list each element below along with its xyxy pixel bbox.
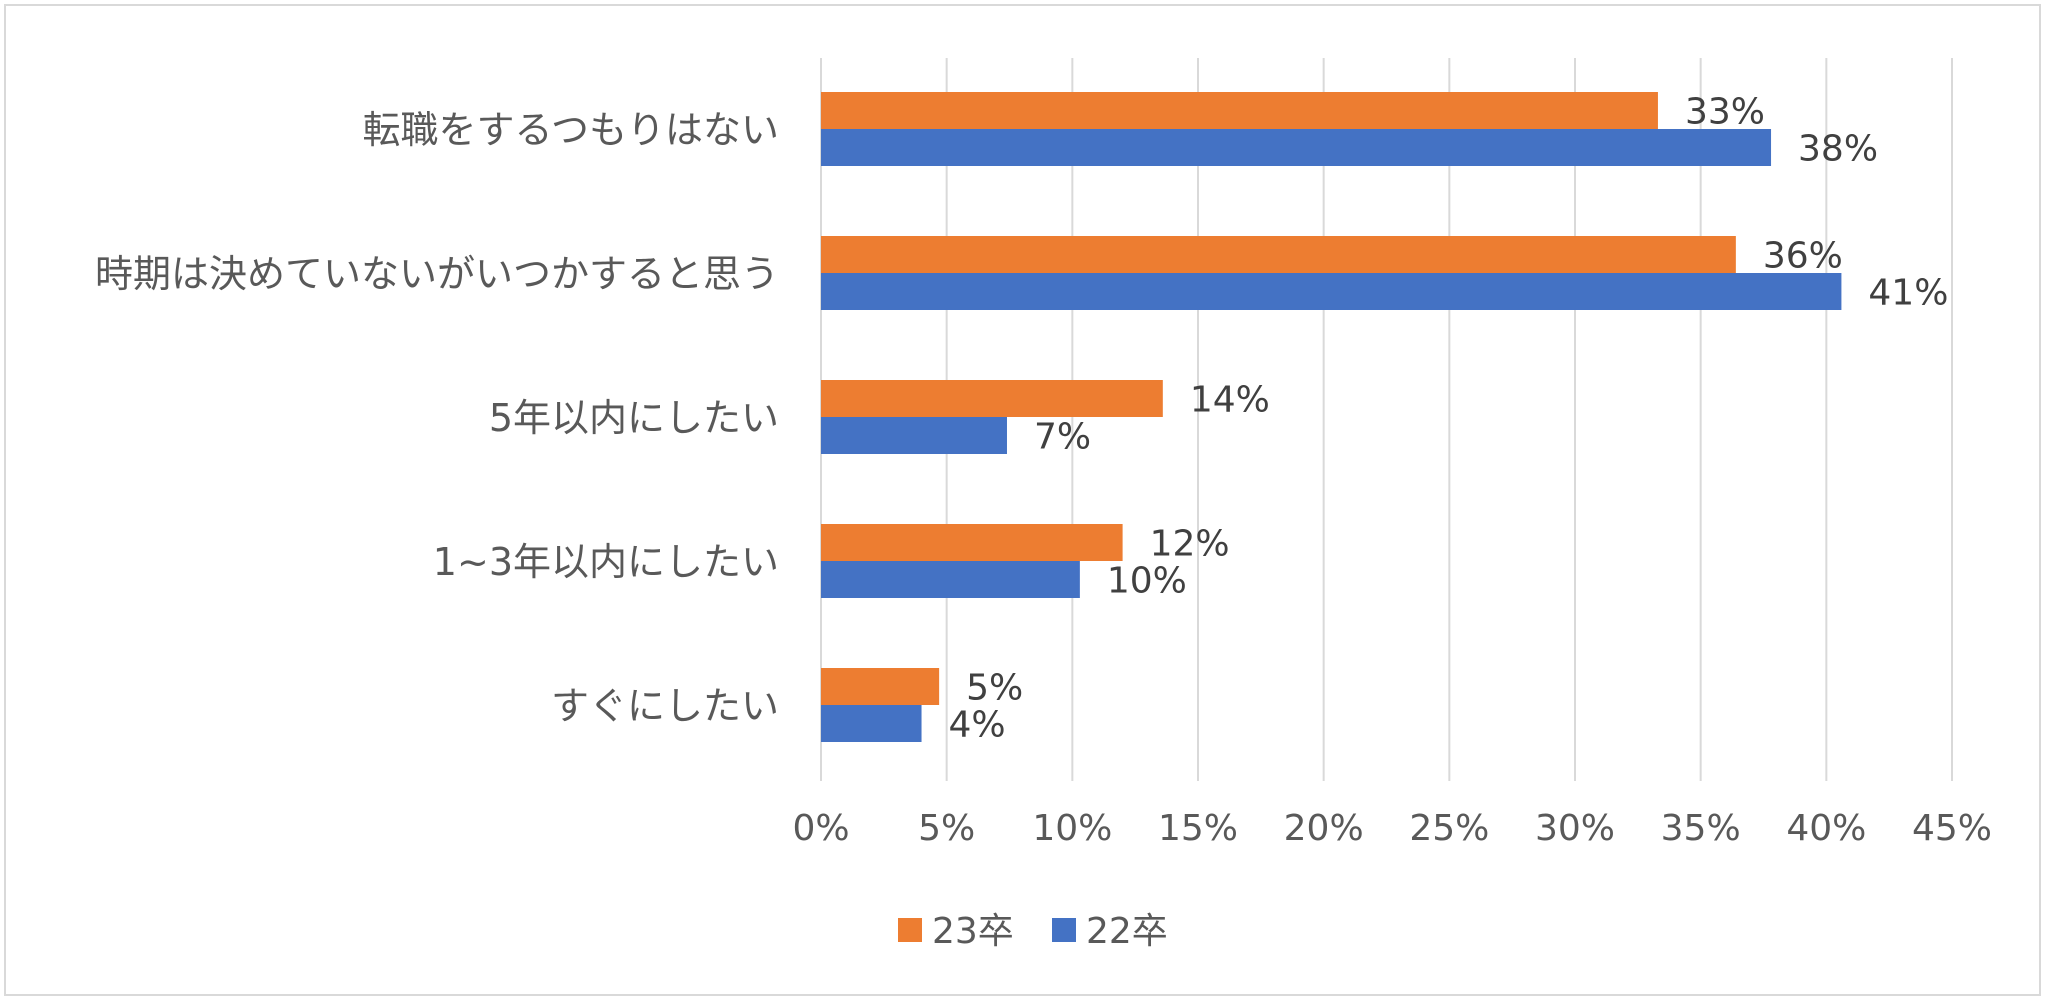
category-label: 5年以内にしたい xyxy=(489,396,779,440)
data-label: 7% xyxy=(1034,417,1091,458)
data-label: 14% xyxy=(1190,380,1270,421)
x-tick-label: 15% xyxy=(1158,808,1238,849)
x-tick-label: 30% xyxy=(1535,808,1615,849)
bar xyxy=(821,273,1841,310)
legend-label: 23卒 xyxy=(932,911,1014,952)
legend-swatch xyxy=(898,918,922,942)
data-label: 38% xyxy=(1798,129,1878,170)
x-tick-label: 45% xyxy=(1912,808,1992,849)
x-tick-label: 25% xyxy=(1409,808,1489,849)
bar xyxy=(821,92,1658,129)
category-label: 1~3年以内にしたい xyxy=(433,540,779,584)
bar xyxy=(821,380,1163,417)
bar-chart: 33%38%36%41%14%7%12%10%5%4% 転職をするつもりはない時… xyxy=(6,6,2043,998)
x-tick-label: 20% xyxy=(1284,808,1364,849)
bar xyxy=(821,668,939,705)
x-tick-label: 5% xyxy=(918,808,975,849)
bar xyxy=(821,417,1007,454)
bar xyxy=(821,561,1080,598)
x-tick-label: 10% xyxy=(1032,808,1112,849)
legend: 23卒 22卒 xyxy=(898,911,1168,952)
data-label: 4% xyxy=(949,705,1006,746)
bar xyxy=(821,236,1736,273)
data-label: 10% xyxy=(1107,561,1187,602)
bar xyxy=(821,129,1771,166)
data-label: 5% xyxy=(966,668,1023,709)
category-label: 時期は決めていないがいつかすると思う xyxy=(95,252,779,296)
category-label: すぐにしたい xyxy=(551,684,779,728)
x-tick-label: 0% xyxy=(792,808,849,849)
legend-label: 22卒 xyxy=(1086,911,1168,952)
bars xyxy=(821,92,1841,742)
legend-swatch xyxy=(1052,918,1076,942)
bar xyxy=(821,524,1123,561)
data-label: 12% xyxy=(1150,524,1230,565)
bar xyxy=(821,705,922,742)
data-label: 33% xyxy=(1685,92,1765,133)
x-tick-label: 40% xyxy=(1786,808,1866,849)
x-axis-tick-labels: 0% 5% 10% 15% 20% 25% 30% 35% 40% 45% xyxy=(792,808,1992,849)
category-label: 転職をするつもりはない xyxy=(363,108,779,152)
x-tick-label: 35% xyxy=(1661,808,1741,849)
data-label: 36% xyxy=(1763,236,1843,277)
chart-frame: 33% 38% 36% 41% 14% 7% 12% 10% 5% 4% 転職をするつもりはない時… xyxy=(4,4,2041,996)
data-label: 41% xyxy=(1868,273,1948,314)
